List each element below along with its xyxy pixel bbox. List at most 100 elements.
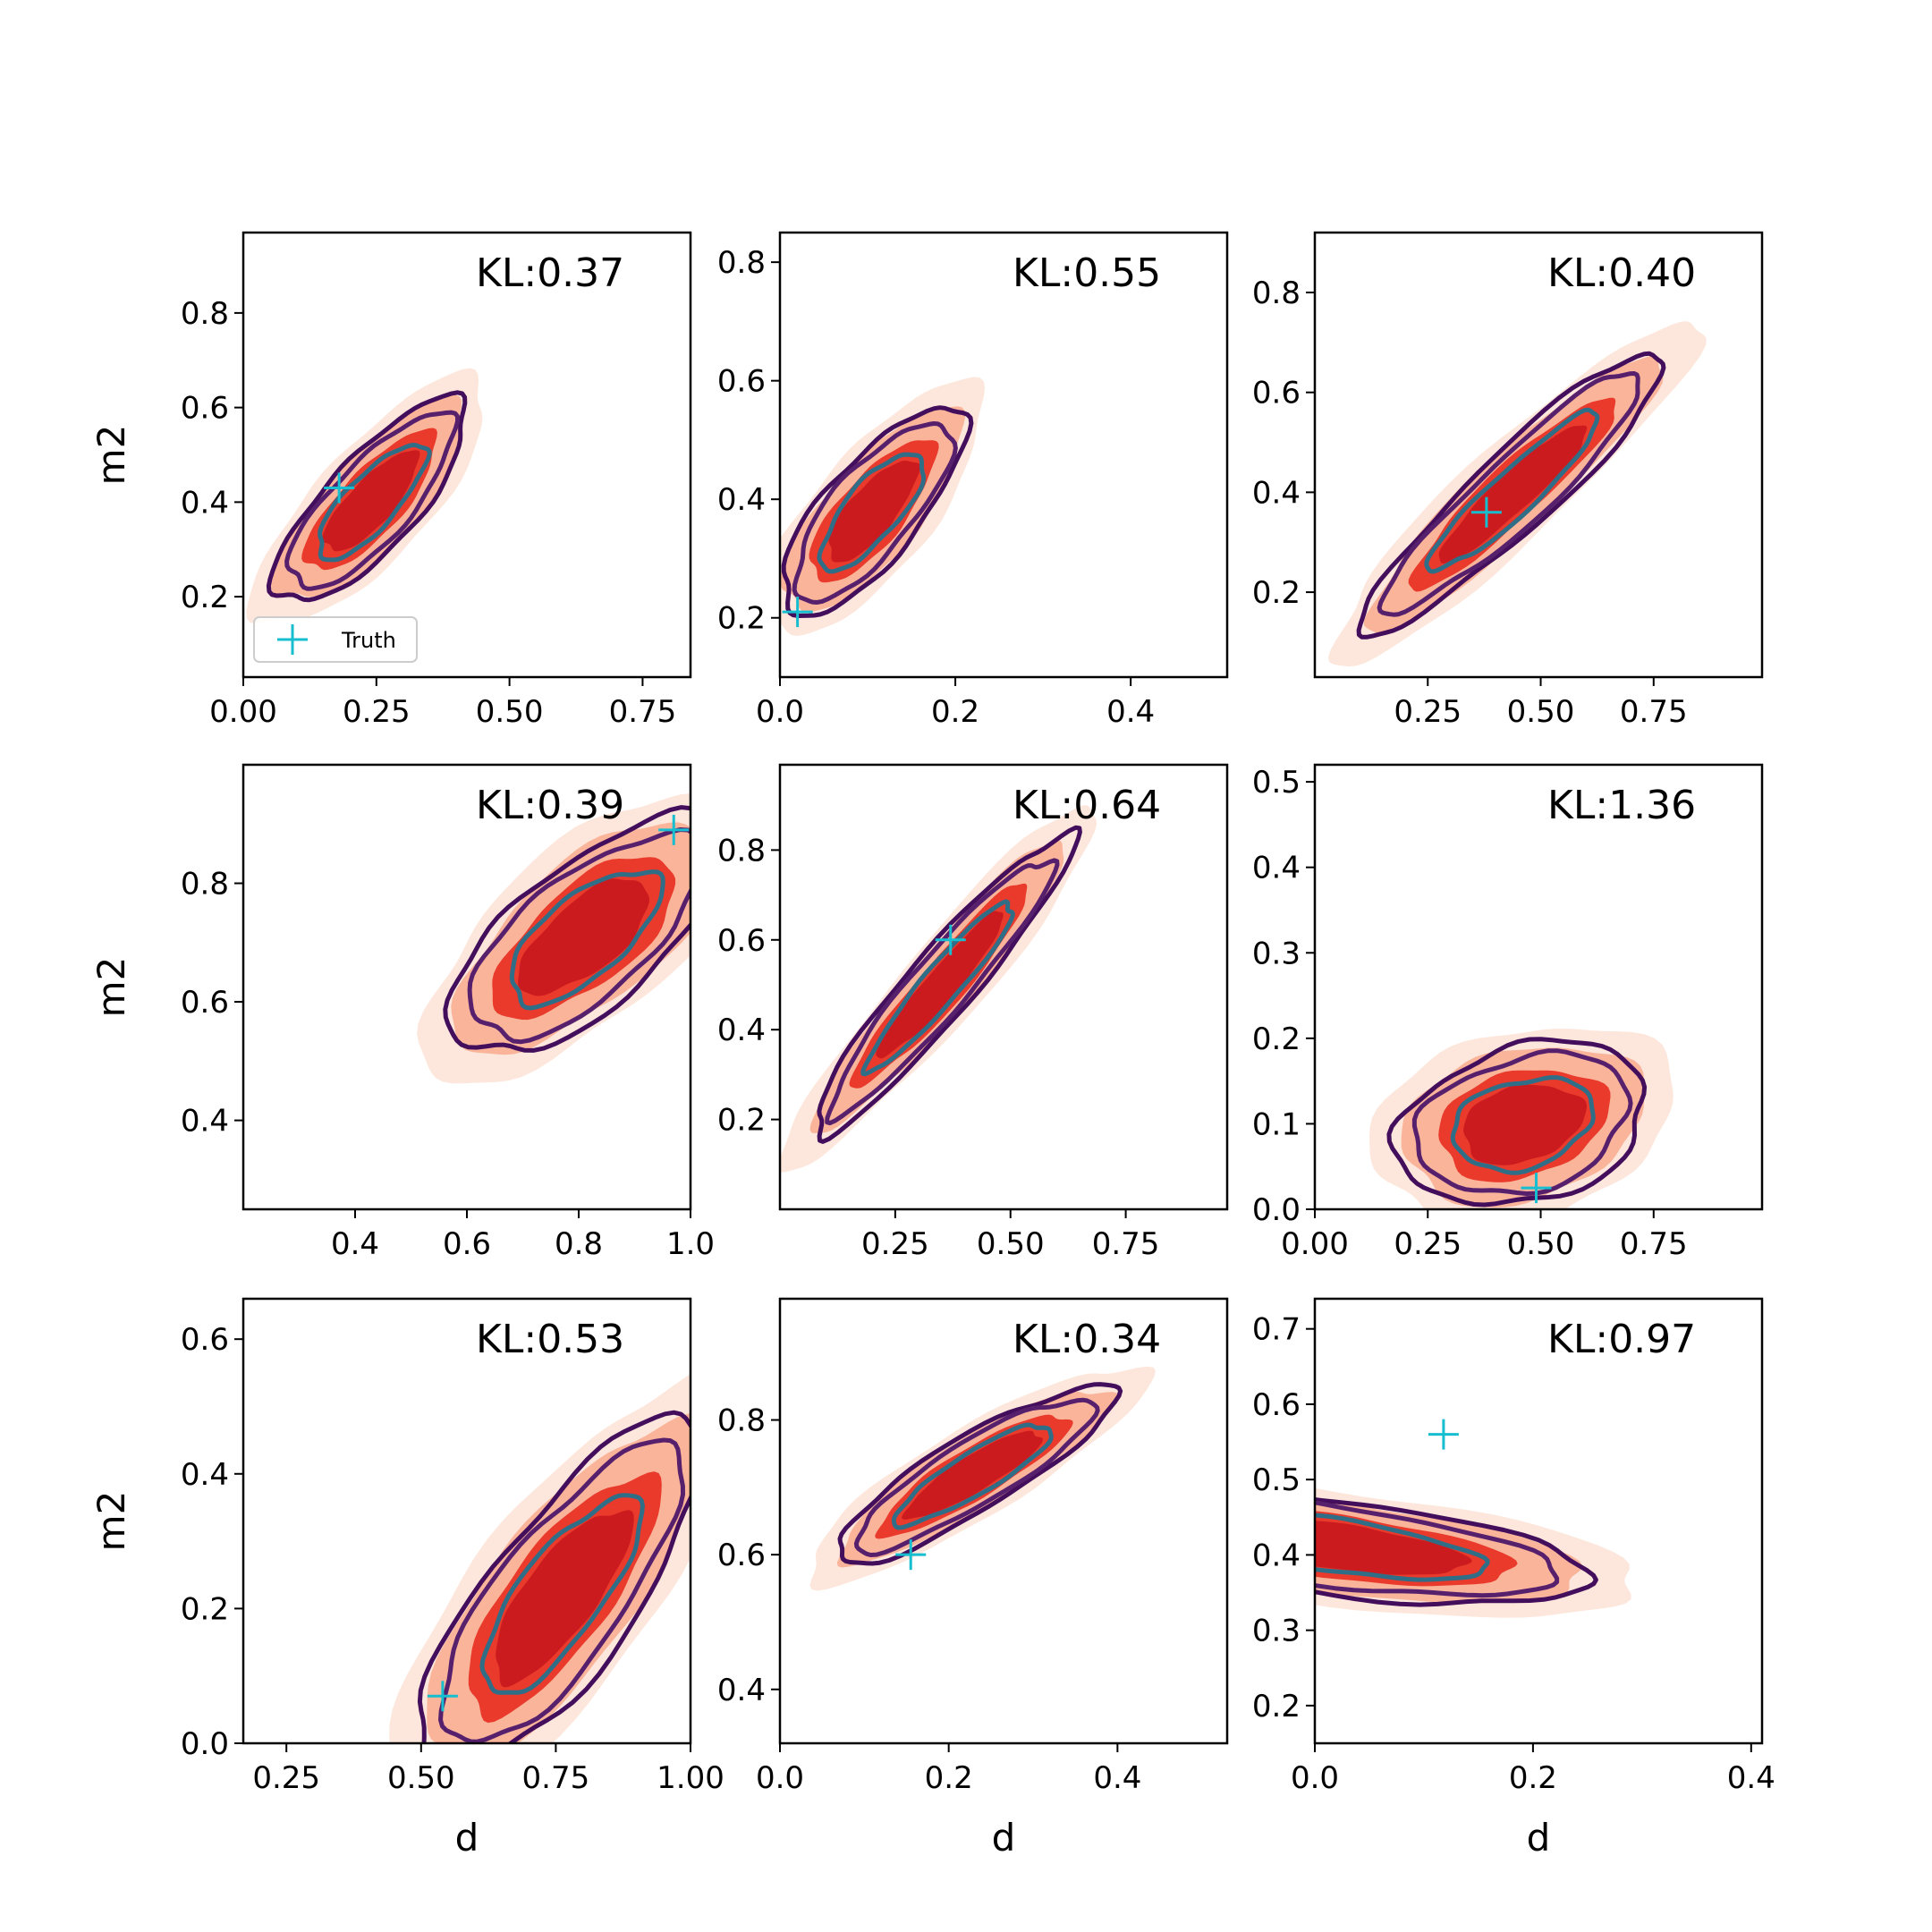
panel-6: 0.00 0.25 0.50 0.75 0.0 0.1 0.2 0.3 0.4 0.5 KL:1.3… xyxy=(1252,763,1764,1262)
plot-area xyxy=(780,377,986,636)
legend-box xyxy=(253,616,418,663)
y-tick-label: 0.6 xyxy=(181,391,229,427)
x-axis-label: d xyxy=(455,1816,479,1860)
plot-area xyxy=(246,368,483,624)
y-tick-label: 0.8 xyxy=(717,245,766,281)
contour-line-level-3 xyxy=(1450,1075,1596,1175)
y-tick-label: 0.0 xyxy=(181,1726,229,1762)
panel-4: 0.4 0.6 0.8 1.0 0.4 0.6 0.8 KL:0.39 m2 xyxy=(89,763,715,1262)
y-tick-label: 0.6 xyxy=(717,364,766,400)
kl-annotation: KL:0.37 xyxy=(476,250,624,296)
y-tick-label: 0.8 xyxy=(181,296,229,332)
kl-annotation: KL:0.64 xyxy=(1013,783,1161,828)
y-tick-label: 0.6 xyxy=(181,985,229,1021)
x-tick-label: 0.25 xyxy=(252,1760,320,1796)
x-tick-label: 0.4 xyxy=(1106,694,1155,730)
y-tick-label: 0.6 xyxy=(717,923,766,959)
contour-line-level-2 xyxy=(467,827,691,1045)
y-tick-label: 0.3 xyxy=(1252,936,1301,971)
kl-annotation: KL:0.39 xyxy=(476,783,624,828)
x-tick-label: 0.50 xyxy=(1507,1226,1575,1262)
y-tick-label: 0.7 xyxy=(1252,1312,1301,1348)
density-fill-level-4 xyxy=(322,450,420,552)
axes-frame xyxy=(242,1297,692,1745)
contour-line-level-1 xyxy=(781,405,974,618)
axes-frame xyxy=(1313,763,1764,1211)
axes-frame xyxy=(778,763,1229,1211)
contour-line-level-1 xyxy=(443,805,691,1053)
y-tick-label: 0.4 xyxy=(1252,1538,1301,1573)
x-tick-label: 0.25 xyxy=(343,694,411,730)
x-tick-label: 0.0 xyxy=(1291,1760,1339,1796)
x-tick-label: 0.50 xyxy=(977,1226,1045,1262)
x-tick-label: 0.25 xyxy=(1394,1226,1462,1262)
plot-area xyxy=(1369,1029,1674,1209)
y-tick-label: 0.4 xyxy=(1252,475,1301,511)
axes-frame xyxy=(1313,1297,1764,1745)
contour-line-level-2 xyxy=(853,1397,1100,1557)
truth-marker xyxy=(1470,496,1502,528)
contour-line-level-1 xyxy=(1386,1037,1648,1208)
contour-line-level-2 xyxy=(1411,1048,1633,1196)
density-fill-level-4 xyxy=(828,461,920,563)
x-tick-label: 0.50 xyxy=(387,1760,455,1796)
x-tick-label: 0.25 xyxy=(1394,694,1462,730)
x-axis-label: d xyxy=(1527,1816,1551,1860)
contour-line-level-2 xyxy=(792,421,958,605)
y-tick-label: 0.8 xyxy=(1252,275,1301,311)
y-tick-label: 0.4 xyxy=(717,482,766,518)
contour-line-level-1 xyxy=(266,390,468,603)
x-tick-label: 1.00 xyxy=(657,1760,724,1796)
truth-marker xyxy=(782,597,813,628)
panel-5: 0.25 0.50 0.75 0.2 0.4 0.6 0.8 KL:0.64 xyxy=(717,763,1229,1262)
contour-line-level-2 xyxy=(284,410,460,591)
panel-3: 0.25 0.50 0.75 0.2 0.4 0.6 0.8 KL:0.40 xyxy=(1252,231,1764,730)
truth-marker xyxy=(1521,1173,1552,1204)
y-tick-label: 0.6 xyxy=(181,1322,229,1358)
kl-annotation: KL:0.40 xyxy=(1547,250,1696,296)
x-tick-label: 0.0 xyxy=(756,694,804,730)
x-tick-label: 0.75 xyxy=(609,694,677,730)
y-tick-label: 0.4 xyxy=(717,1673,766,1708)
x-tick-label: 0.75 xyxy=(1620,694,1688,730)
density-fill-level-4 xyxy=(1438,425,1588,564)
plot-area xyxy=(1315,1487,1631,1618)
y-tick-label: 0.2 xyxy=(717,1103,766,1139)
legend: Truth xyxy=(253,616,418,663)
x-tick-label: 0.75 xyxy=(522,1760,590,1796)
x-tick-label: 0.2 xyxy=(931,694,979,730)
contour-line-level-3 xyxy=(318,443,432,563)
y-tick-label: 0.1 xyxy=(1252,1106,1301,1142)
axes-frame xyxy=(778,1297,1229,1745)
axes-frame xyxy=(242,231,692,679)
panel-2: 0.0 0.2 0.4 0.2 0.4 0.6 0.8 KL:0.55 xyxy=(717,231,1229,730)
x-tick-label: 1.0 xyxy=(666,1226,715,1262)
y-tick-label: 0.2 xyxy=(717,601,766,637)
contour-line-level-1 xyxy=(817,825,1082,1144)
x-tick-label: 0.75 xyxy=(1092,1226,1160,1262)
x-tick-label: 0.0 xyxy=(756,1760,804,1796)
kl-annotation: KL:0.53 xyxy=(476,1317,624,1362)
contour-line-level-1 xyxy=(837,1382,1123,1566)
y-tick-label: 0.5 xyxy=(1252,765,1301,801)
panel-9: 0.0 0.2 0.4 0.2 0.3 0.4 0.5 0.6 0.7 KL:0.97 d xyxy=(1252,1297,1775,1860)
y-tick-label: 0.4 xyxy=(1252,851,1301,886)
truth-marker xyxy=(1428,1419,1459,1450)
x-tick-label: 0.00 xyxy=(1281,1226,1349,1262)
kl-annotation: KL:0.97 xyxy=(1547,1317,1696,1362)
density-fill-level-4 xyxy=(518,878,649,996)
y-tick-label: 0.4 xyxy=(181,1457,229,1493)
panel-7: 0.25 0.50 0.75 1.00 0.0 0.2 0.4 0.6 KL:0.53 m2 d xyxy=(89,1297,724,1860)
kl-annotation: KL:0.34 xyxy=(1013,1317,1161,1362)
contour-line-level-2 xyxy=(825,858,1060,1126)
contour-line-level-2 xyxy=(438,1437,685,1743)
x-tick-label: 0.4 xyxy=(1727,1760,1775,1796)
truth-marker xyxy=(935,924,966,955)
contour-line-level-1 xyxy=(1315,1497,1598,1607)
truth-marker xyxy=(427,1681,458,1712)
y-tick-label: 0.2 xyxy=(1252,1021,1301,1057)
truth-marker xyxy=(324,472,355,504)
plot-area xyxy=(780,805,1097,1173)
x-tick-label: 0.2 xyxy=(925,1760,973,1796)
y-tick-label: 0.4 xyxy=(181,1104,229,1140)
